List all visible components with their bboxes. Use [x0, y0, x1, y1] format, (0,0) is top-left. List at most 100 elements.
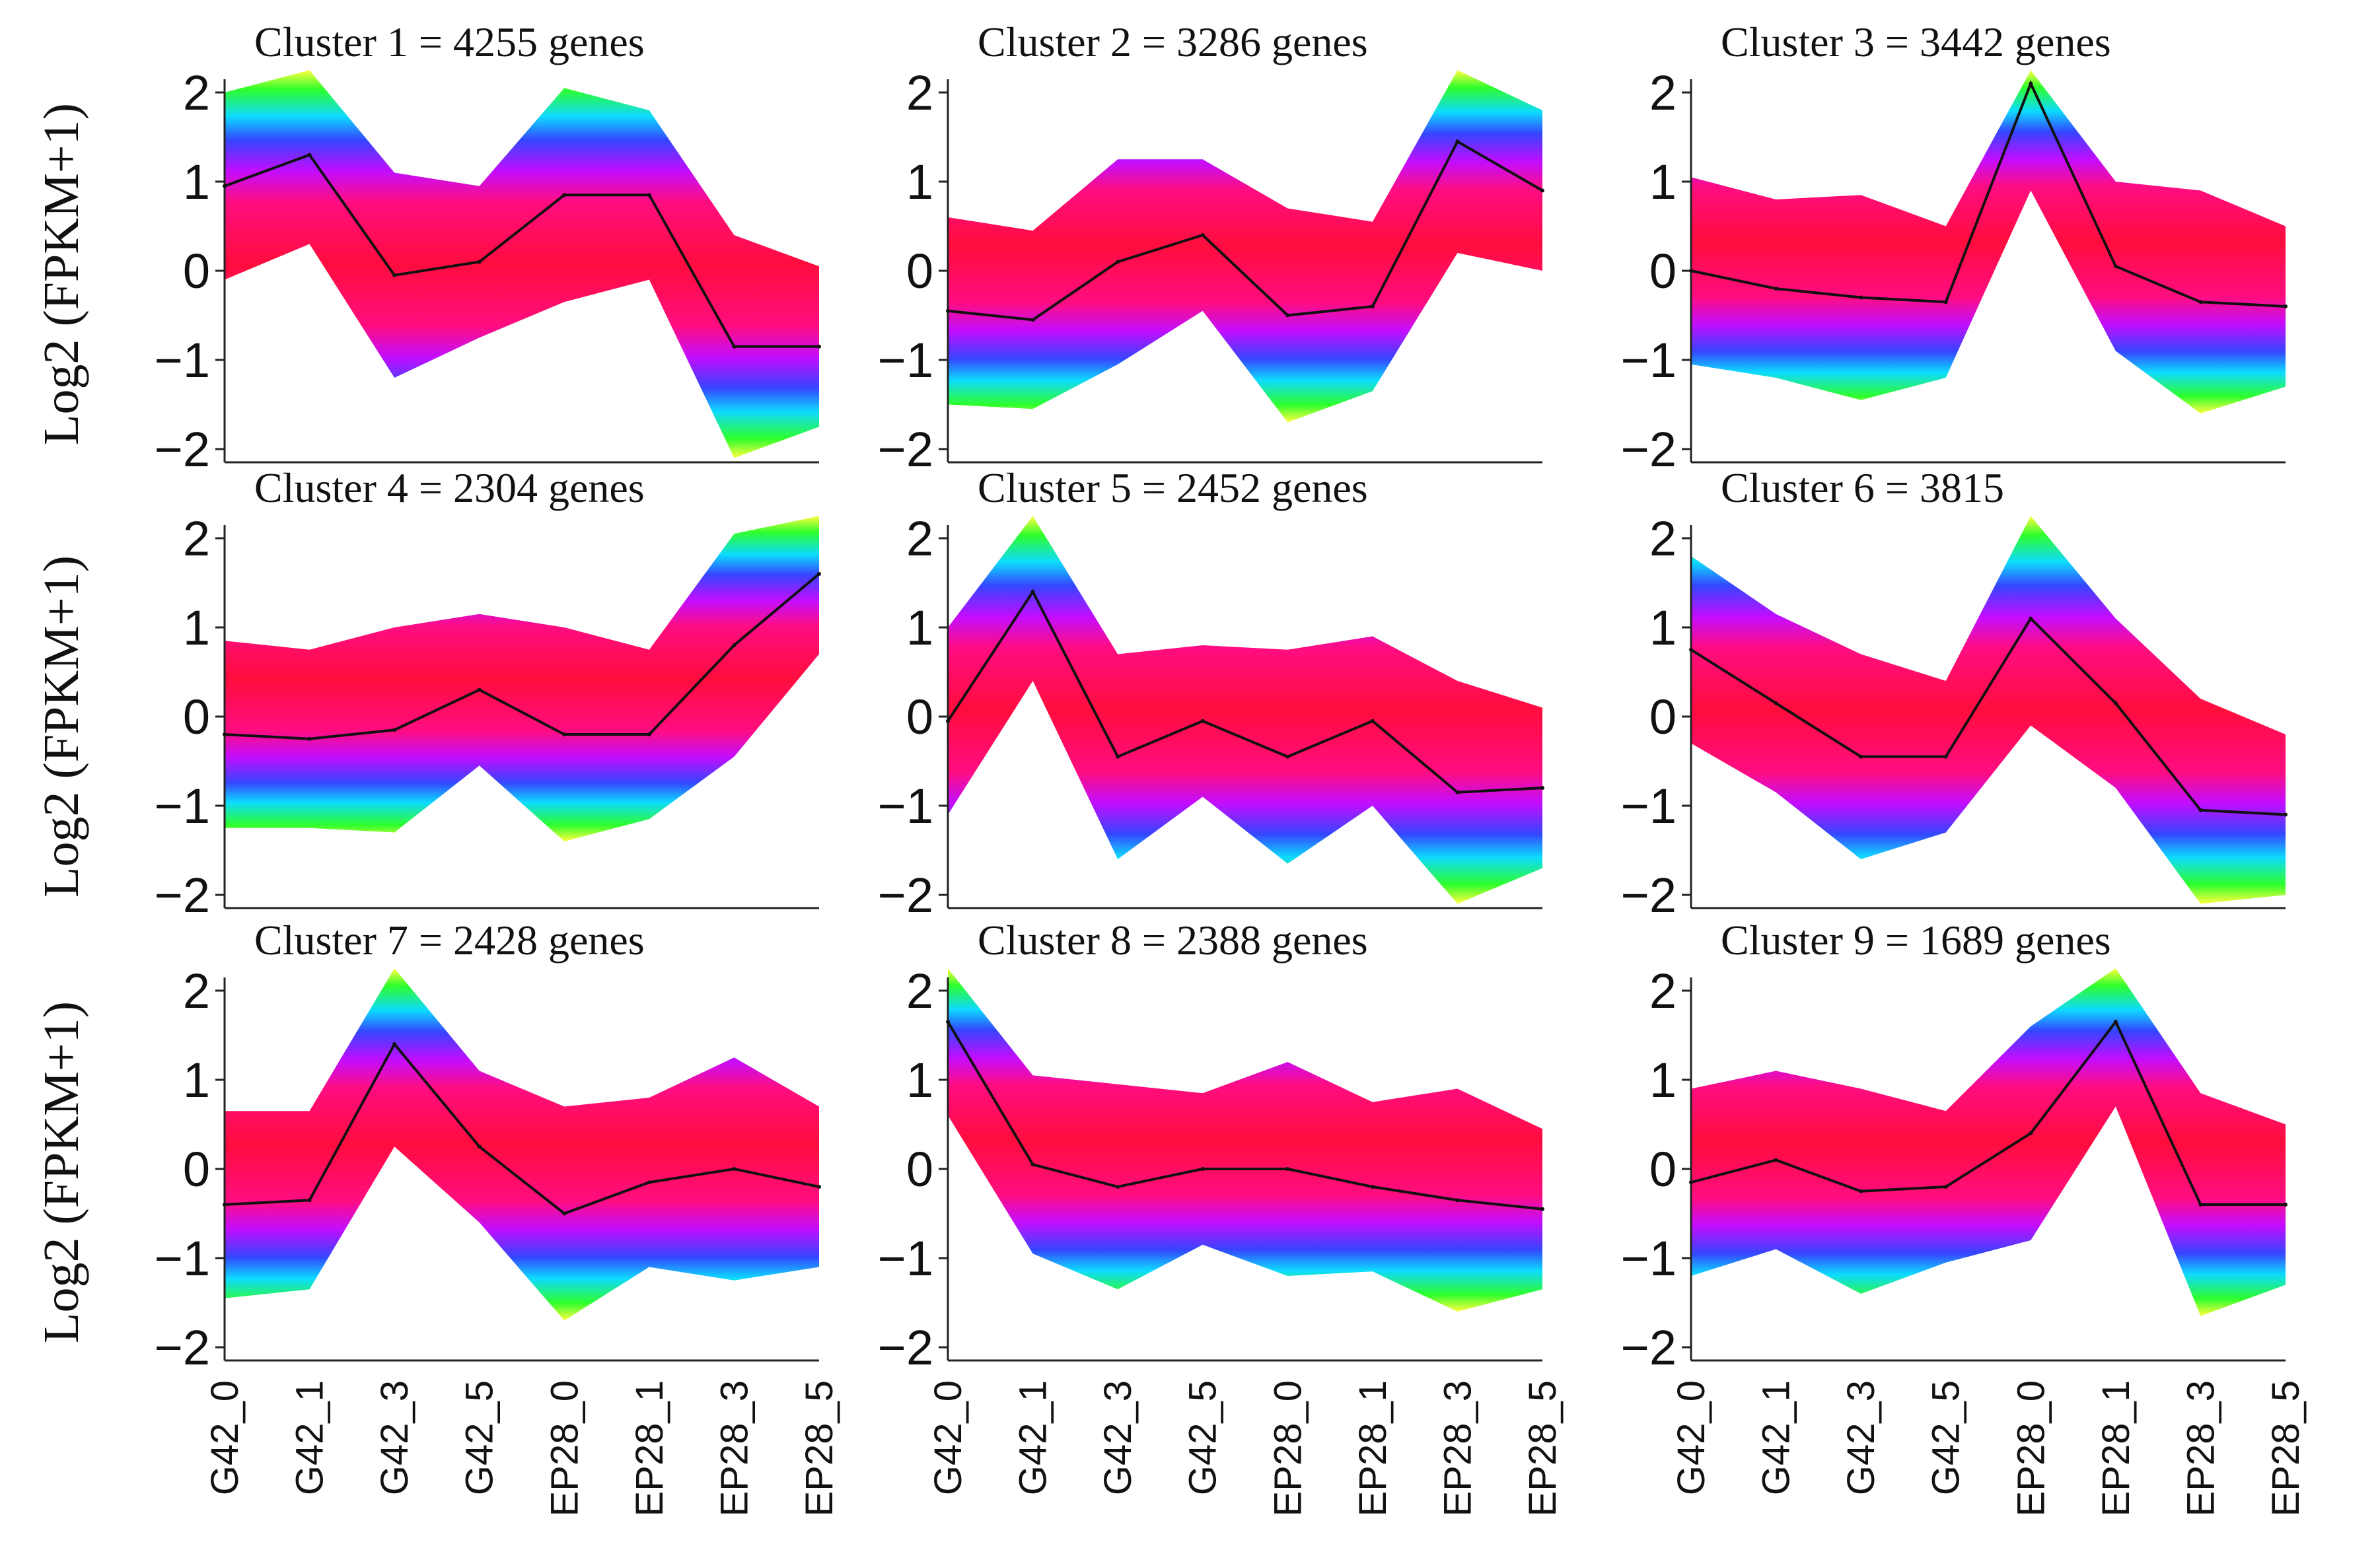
x-tick-label: G42_5 [1925, 1380, 1968, 1495]
centroid-point [2198, 808, 2203, 812]
centroid-point [946, 308, 950, 313]
expression-band-9 [1691, 968, 2286, 1316]
cluster-panels: 2 1 0 −1 −2 Cluster 1 = 4255 genes 2 1 0 −1 −2 Clus… [155, 18, 2288, 1375]
y-tick-label: −2 [1621, 1320, 1677, 1375]
y-tick-label: −2 [878, 1320, 933, 1375]
centroid-point [1200, 719, 1205, 723]
y-tick-label: −1 [1621, 333, 1677, 388]
x-tick-label: EP28_0 [2009, 1380, 2052, 1516]
y-tick-label: 1 [1649, 600, 1677, 655]
y-tick-label: −2 [878, 868, 933, 923]
centroid-point [1859, 1189, 1863, 1193]
centroid-point [2029, 616, 2033, 621]
centroid-point [647, 732, 651, 736]
centroid-point [2113, 701, 2118, 705]
cluster-panel-9: 2 1 0 −1 −2 Cluster 9 = 1689 genes [1621, 917, 2288, 1375]
y-tick-label: 2 [1649, 964, 1677, 1018]
x-tick-label: EP28_1 [2095, 1380, 2138, 1516]
y-axis-label-row-3: Log2 (FPKM+1) [34, 1001, 89, 1343]
centroid-point [2029, 1131, 2033, 1135]
y-tick-label: −2 [155, 1320, 210, 1375]
x-tick-label: EP28_5 [2264, 1380, 2307, 1516]
y-tick-label: −1 [878, 333, 933, 388]
y-tick-label: 0 [906, 244, 933, 299]
centroid-point [562, 732, 567, 736]
centroid-point [2198, 300, 2203, 304]
centroid-point [1285, 754, 1290, 759]
y-tick-label: 1 [1649, 1053, 1677, 1108]
x-tick-label: G42_1 [289, 1380, 332, 1495]
centroid-point [2284, 812, 2288, 817]
x-tick-label: G42_0 [927, 1380, 970, 1495]
y-tick-label: −1 [878, 1231, 933, 1286]
x-tick-label: G42_1 [1755, 1380, 1798, 1495]
cluster-title-9: Cluster 9 = 1689 genes [1721, 917, 2111, 964]
y-tick-label: 2 [183, 511, 210, 566]
x-tick-label: EP28_0 [543, 1380, 586, 1516]
y-tick-label: 2 [906, 511, 933, 566]
expression-band-1 [225, 70, 819, 458]
y-tick-label: 1 [906, 600, 933, 655]
y-tick-label: 1 [906, 1053, 933, 1108]
centroid-point [307, 736, 312, 741]
centroid-point [1030, 1162, 1035, 1167]
centroid-point [307, 153, 312, 157]
y-axis-labels: Log2 (FPKM+1) Log2 (FPKM+1) Log2 (FPKM+1… [34, 103, 89, 1343]
centroid-point [817, 1185, 821, 1189]
y-tick-label: −2 [1621, 422, 1677, 477]
centroid-point [2113, 264, 2118, 269]
centroid-point [2284, 304, 2288, 308]
x-tick-label: EP28_3 [1436, 1380, 1479, 1516]
centroid-point [2113, 1020, 2118, 1024]
centroid-point [732, 344, 737, 349]
y-tick-label: 1 [183, 1053, 210, 1108]
cluster-title-3: Cluster 3 = 3442 genes [1721, 18, 2111, 65]
centroid-line-6 [1690, 616, 2286, 816]
x-tick-label: EP28_5 [798, 1380, 841, 1516]
centroid-line-3 [1690, 80, 2286, 308]
cluster-panel-5: 2 1 0 −1 −2 Cluster 5 = 2452 genes [878, 464, 1544, 923]
y-tick-label: 1 [183, 155, 210, 209]
y-tick-label: −1 [155, 1231, 210, 1286]
centroid-point [392, 273, 397, 277]
x-tick-label: G42_3 [1097, 1380, 1139, 1495]
y-tick-label: −2 [155, 868, 210, 923]
cluster-title-6: Cluster 6 = 3815 [1721, 464, 2004, 511]
centroid-point [817, 344, 821, 349]
x-tick-label: EP28_3 [713, 1380, 756, 1516]
y-tick-label: 2 [906, 964, 933, 1018]
centroid-point [1689, 269, 1693, 273]
centroid-point [647, 1180, 651, 1185]
cluster-panel-7: 2 1 0 −1 −2 Cluster 7 = 2428 genes [155, 917, 821, 1375]
x-tick-label: G42_0 [1670, 1380, 1713, 1495]
centroid-point [1859, 754, 1863, 759]
centroid-line-4 [224, 573, 820, 740]
cluster-title-4: Cluster 4 = 2304 genes [254, 464, 645, 511]
centroid-line-1 [224, 153, 819, 348]
centroid-point [1285, 1167, 1290, 1171]
y-tick-label: 0 [906, 1142, 933, 1197]
centroid-line-9 [1690, 1019, 2286, 1206]
expression-band-5 [948, 516, 1542, 904]
y-tick-label: 1 [1649, 155, 1677, 209]
centroid-point [1370, 304, 1375, 308]
y-tick-label: 0 [1649, 689, 1677, 744]
cluster-panel-6: 2 1 0 −1 −2 Cluster 6 = 3815 [1621, 464, 2288, 923]
centroid-line-5 [947, 589, 1543, 794]
centroid-point [1455, 1198, 1460, 1203]
y-tick-label: 1 [906, 155, 933, 209]
centroid-point [2198, 1203, 2203, 1207]
y-tick-label: −1 [1621, 1231, 1677, 1286]
centroid-point [1540, 1207, 1544, 1211]
y-tick-label: 2 [183, 65, 210, 120]
centroid-point [307, 1198, 312, 1203]
cluster-title-8: Cluster 8 = 2388 genes [978, 917, 1368, 964]
y-tick-label: 2 [1649, 65, 1677, 120]
centroid-point [1116, 260, 1120, 264]
y-tick-label: −1 [155, 779, 210, 833]
centroid-point [392, 728, 397, 732]
centroid-point [732, 1167, 737, 1171]
centroid-point [1540, 786, 1544, 790]
centroid-line-7 [224, 1041, 820, 1215]
x-tick-labels: G42_0 G42_1 G42_3 G42_5 EP28_0 EP28_1 EP28_3 EP… [203, 1380, 2307, 1516]
